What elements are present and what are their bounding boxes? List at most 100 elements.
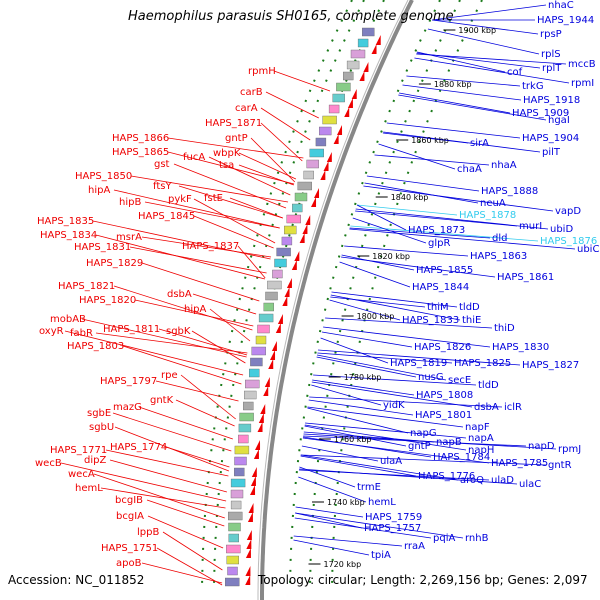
kbp-tick-label: 1900 kbp	[458, 26, 496, 35]
gene-label-left: HAPS_1803	[67, 341, 124, 352]
left-connector	[100, 487, 226, 509]
right-connector	[398, 94, 547, 121]
feature-block	[315, 137, 327, 147]
feature-block	[357, 38, 369, 48]
left-connector	[156, 547, 223, 586]
gene-label-left: HAPS_1850	[75, 171, 132, 182]
gene-label-left: rpe	[161, 370, 178, 381]
right-connector	[323, 326, 491, 348]
feature-block	[234, 445, 250, 455]
left-connector	[64, 330, 244, 376]
feature-block	[294, 192, 308, 202]
right-connector	[350, 225, 539, 242]
reverse-gene-arrow	[286, 278, 292, 288]
gene-label-right: pilT	[542, 147, 561, 158]
feature-block	[272, 269, 283, 279]
right-connector	[414, 57, 570, 84]
kbp-tick-label: 1800 kbp	[357, 312, 395, 321]
right-connector	[300, 455, 417, 477]
feature-block	[292, 203, 303, 213]
topology-summary: Topology: circular; Length: 2,269,156 bp…	[258, 573, 588, 587]
feature-block	[228, 522, 241, 532]
right-connector	[317, 352, 453, 364]
kbp-tick-label: 1820 kbp	[372, 252, 410, 261]
right-connector	[293, 539, 370, 556]
right-connector	[308, 399, 414, 416]
left-connector	[130, 175, 289, 203]
feature-block	[230, 478, 246, 488]
feature-block	[224, 577, 240, 587]
reverse-gene-arrow	[245, 566, 251, 576]
gene-label-left: wecB	[35, 458, 62, 469]
gene-label-left: mazG	[113, 402, 142, 413]
right-connector	[312, 379, 415, 396]
gene-label-right: ulaC	[519, 479, 541, 490]
reverse-gene-arrow	[258, 413, 264, 423]
right-connector	[378, 143, 456, 170]
right-connector	[363, 185, 554, 212]
left-connector	[238, 164, 294, 186]
gene-label-right: thiD	[494, 323, 515, 334]
gene-label-left: carA	[235, 103, 258, 114]
right-connector	[299, 466, 356, 488]
feature-block	[346, 60, 360, 70]
reverse-gene-arrow	[263, 386, 269, 396]
reverse-gene-arrow	[359, 71, 365, 81]
gene-label-right: tldD	[459, 302, 480, 313]
gene-label-left: carB	[240, 87, 263, 98]
right-connector	[329, 299, 401, 321]
feature-block	[284, 225, 297, 235]
left-connector	[112, 412, 232, 452]
left-connector	[105, 449, 229, 477]
gene-label-left: HAPS_1865	[112, 147, 169, 158]
gene-label-right: HAPS_1904	[522, 133, 579, 144]
reverse-gene-arrow	[284, 287, 290, 297]
gene-label-right: napA	[468, 433, 494, 444]
gene-label-left: HAPS_1837	[182, 241, 239, 252]
right-connector	[330, 294, 461, 321]
right-connector	[321, 331, 413, 348]
kbp-tick-label: 1740 kbp	[327, 498, 365, 507]
gene-label-right: aroQ	[460, 475, 484, 486]
gene-label-right: thiM	[427, 302, 449, 313]
left-connector	[260, 122, 303, 162]
gene-label-right: murI	[519, 221, 542, 232]
backbone-ring	[257, 0, 414, 600]
left-connector	[113, 189, 280, 229]
left-connector	[122, 345, 242, 385]
left-connector	[113, 285, 253, 331]
reverse-gene-arrow	[257, 422, 263, 432]
gene-label-right: rpsP	[540, 29, 562, 40]
left-connector	[158, 328, 248, 356]
gene-label-left: fabR	[70, 328, 93, 339]
right-connector	[294, 517, 432, 539]
gene-label-left: HAPS_1835	[37, 216, 94, 227]
feature-block	[255, 335, 267, 345]
gene-label-right: nhaC	[548, 0, 574, 11]
left-connector	[250, 137, 296, 183]
kbp-ticks: 1900 kbp 1880 kbp 1860 kbp 1840 kbp 1820 kbp…	[308, 26, 496, 569]
gene-label-right: chaA	[457, 164, 482, 175]
left-connector	[173, 163, 287, 209]
reverse-gene-arrow	[337, 125, 343, 135]
gene-label-left: HAPS_1871	[205, 118, 262, 129]
right-connector	[349, 227, 491, 239]
reverse-gene-arrow	[268, 359, 274, 369]
right-connector	[341, 254, 415, 271]
feature-block	[274, 258, 287, 268]
gene-label-right: cof	[507, 67, 523, 78]
right-connector	[311, 381, 473, 408]
feature-block	[306, 159, 319, 169]
right-connector	[311, 384, 382, 406]
gene-label-right: mccB	[568, 59, 596, 70]
gene-label-right: dld	[492, 233, 507, 244]
feature-block	[230, 500, 242, 510]
left-connector	[93, 473, 225, 519]
gene-label-right: HAPS_1830	[492, 342, 549, 353]
feature-block	[319, 126, 332, 136]
label-connector-lines	[60, 4, 576, 586]
feature-block	[248, 368, 260, 378]
left-connector	[138, 406, 233, 440]
gene-label-right: rplT	[542, 63, 562, 74]
feature-block	[343, 71, 354, 81]
